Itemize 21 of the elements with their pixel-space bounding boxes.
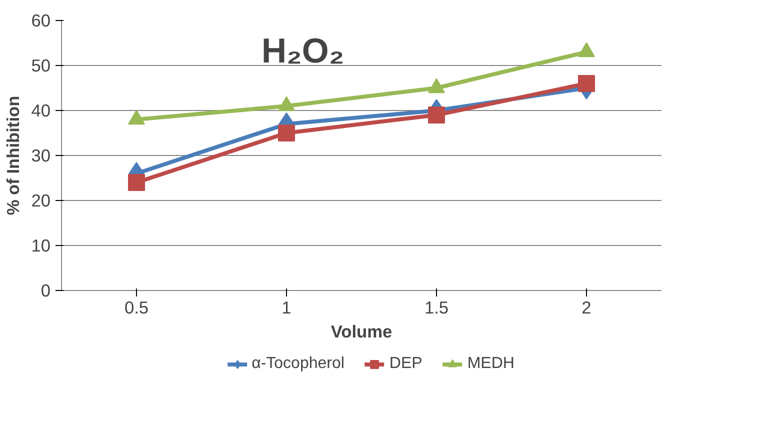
legend-label: α-Tocopherol bbox=[252, 355, 344, 373]
point bbox=[428, 106, 445, 124]
chart-title: H₂O₂ bbox=[262, 32, 344, 70]
y-tick-label: 0 bbox=[40, 280, 51, 300]
y-tick-label: 20 bbox=[31, 190, 51, 210]
y-tick-label: 50 bbox=[31, 56, 51, 76]
point bbox=[128, 174, 145, 191]
y-axis-title: % of Inhibition bbox=[3, 96, 24, 216]
point bbox=[578, 75, 595, 92]
y-tick-label: 30 bbox=[31, 146, 51, 166]
y-tick-label: 60 bbox=[31, 10, 51, 30]
point bbox=[278, 124, 295, 142]
y-tick-label: 10 bbox=[31, 236, 51, 256]
x-tick-label: 1.5 bbox=[424, 298, 449, 318]
legend-label: DEP bbox=[389, 355, 422, 373]
legend-label: MEDH bbox=[467, 355, 514, 373]
x-tick-label: 1 bbox=[282, 298, 292, 318]
x-tick-label: 0.5 bbox=[124, 298, 149, 318]
x-tick-label: 2 bbox=[582, 298, 592, 318]
y-tick-label: 40 bbox=[31, 100, 51, 120]
x-axis-title: Volume bbox=[330, 322, 393, 342]
